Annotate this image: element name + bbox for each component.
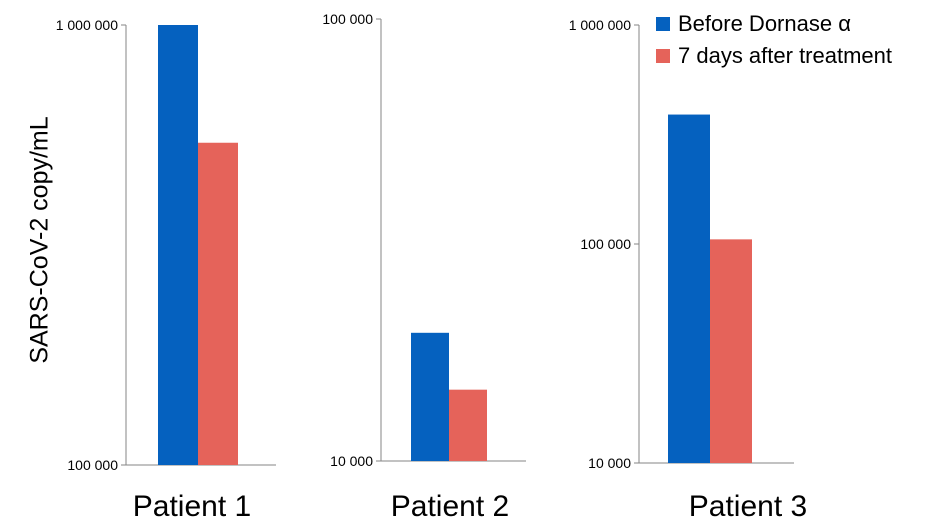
legend: Before Dornase α 7 days after treatment [656,8,892,72]
panel-3-tick-label: 10 000 [588,455,631,471]
y-axis-label: SARS-CoV-2 copy/mL [25,116,54,364]
panel-2-category-label: Patient 2 [391,490,509,522]
panel-2-tick-label: 100 000 [322,11,373,27]
panel-1-tick-label: 1 000 000 [56,17,118,33]
panel-3-bar-after [710,239,752,463]
legend-label-before: Before Dornase α [678,11,851,36]
panel-1-tick-label: 100 000 [67,457,118,473]
panel-2-bar-after [449,389,487,461]
panel-1-category-label: Patient 1 [133,490,251,522]
legend-swatch-before [656,17,670,31]
panel-3-category-label: Patient 3 [689,490,807,522]
panel-2-tick-label: 10 000 [330,453,373,469]
panel-1-bar-after [198,142,238,465]
panel-3-tick-label: 1 000 000 [569,17,631,33]
legend-swatch-after [656,49,670,63]
legend-label-after: 7 days after treatment [678,43,892,68]
panel-2-bar-before [411,332,449,461]
panel-1-bar-before [158,25,198,465]
legend-item-after: 7 days after treatment [656,40,892,72]
panel-3-bar-before [668,114,710,463]
legend-item-before: Before Dornase α [656,8,892,40]
panel-3-tick-label: 100 000 [580,236,631,252]
